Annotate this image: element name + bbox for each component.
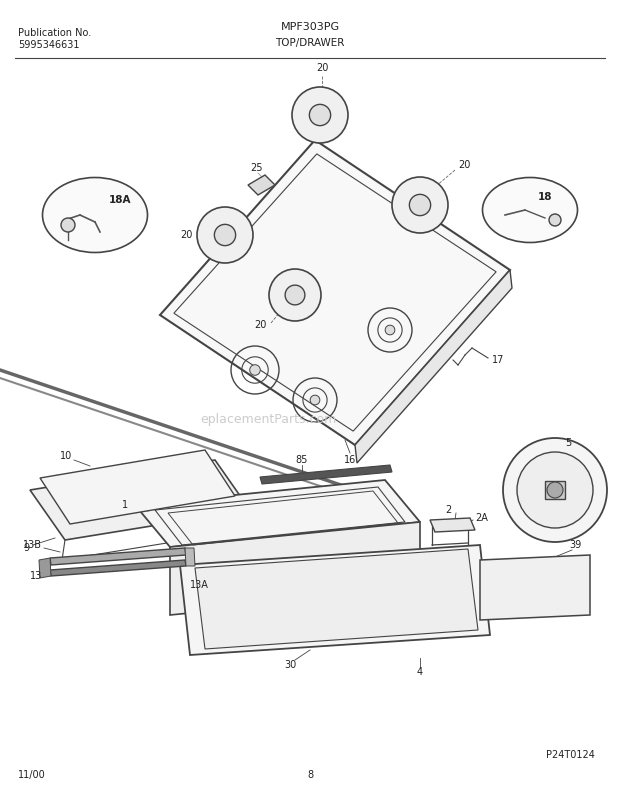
Text: 20: 20: [316, 63, 328, 73]
Circle shape: [61, 218, 75, 232]
Circle shape: [309, 104, 330, 125]
Text: 8: 8: [307, 770, 313, 780]
Circle shape: [197, 207, 253, 263]
Ellipse shape: [482, 178, 577, 242]
Text: eplacementParts.com: eplacementParts.com: [200, 414, 336, 426]
Polygon shape: [170, 522, 420, 615]
Circle shape: [517, 452, 593, 528]
Text: 2: 2: [445, 505, 451, 515]
Text: Publication No.: Publication No.: [18, 28, 91, 38]
Text: 20: 20: [458, 160, 471, 170]
Circle shape: [547, 482, 563, 498]
Circle shape: [269, 269, 321, 321]
Polygon shape: [160, 140, 510, 445]
Polygon shape: [50, 548, 186, 565]
Text: 1: 1: [122, 500, 128, 510]
Circle shape: [310, 395, 320, 405]
Polygon shape: [430, 518, 475, 532]
Text: 17: 17: [492, 355, 505, 365]
Polygon shape: [185, 548, 195, 566]
Circle shape: [549, 214, 561, 226]
Circle shape: [503, 438, 607, 542]
Polygon shape: [195, 549, 478, 649]
Text: 11/00: 11/00: [18, 770, 46, 780]
Polygon shape: [39, 558, 51, 578]
Polygon shape: [30, 460, 250, 540]
Text: 5995346631: 5995346631: [18, 40, 79, 50]
Circle shape: [215, 225, 236, 245]
Text: 18A: 18A: [108, 195, 131, 205]
Text: 4: 4: [417, 667, 423, 677]
Text: P24T0124: P24T0124: [546, 750, 595, 760]
Ellipse shape: [43, 178, 148, 252]
Polygon shape: [545, 481, 565, 499]
Polygon shape: [40, 450, 235, 524]
Polygon shape: [50, 560, 186, 576]
Text: 2A: 2A: [475, 513, 488, 523]
Text: MPF303PG: MPF303PG: [280, 22, 340, 32]
Text: 5: 5: [565, 438, 571, 448]
Text: 18: 18: [538, 192, 552, 202]
Polygon shape: [260, 465, 392, 484]
Circle shape: [392, 177, 448, 233]
Text: 85: 85: [296, 455, 308, 465]
Text: 20: 20: [180, 230, 193, 240]
Polygon shape: [180, 545, 490, 655]
Polygon shape: [480, 555, 590, 620]
Polygon shape: [135, 480, 420, 547]
Text: 39: 39: [569, 540, 581, 550]
Text: 30: 30: [284, 660, 296, 670]
Text: 9: 9: [24, 543, 30, 553]
Circle shape: [285, 285, 305, 305]
Text: 13A: 13A: [190, 580, 209, 590]
Circle shape: [409, 195, 431, 216]
Text: 20: 20: [255, 320, 267, 330]
Text: 25: 25: [250, 163, 262, 173]
Circle shape: [250, 364, 260, 376]
Text: 13B: 13B: [23, 540, 42, 550]
Polygon shape: [248, 175, 275, 195]
Text: TOP/DRAWER: TOP/DRAWER: [275, 38, 345, 48]
Text: 16: 16: [344, 455, 356, 465]
Text: 10: 10: [60, 451, 72, 461]
Circle shape: [385, 326, 395, 335]
Text: 13: 13: [30, 571, 42, 581]
Circle shape: [292, 87, 348, 143]
Polygon shape: [355, 270, 512, 463]
